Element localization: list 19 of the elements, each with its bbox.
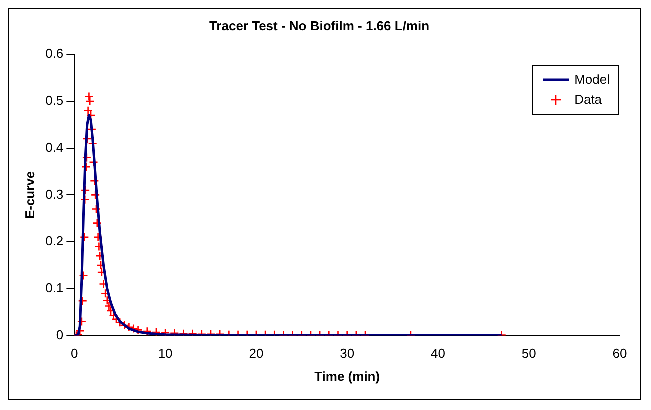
y-tick-label: 0.1 [46, 280, 64, 296]
y-tick-label: 0.5 [46, 93, 64, 108]
y-axis-title: E-curve [22, 171, 38, 220]
x-axis-title: Time (min) [314, 368, 380, 384]
y-tick-label: 0.2 [46, 234, 64, 249]
x-tick-label: 0 [71, 346, 78, 362]
x-tick-label: 10 [158, 346, 173, 362]
x-tick-label: 40 [430, 346, 446, 362]
x-tick-label: 30 [340, 346, 355, 362]
y-tick-label: 0.3 [46, 186, 64, 202]
x-tick-label: 20 [249, 346, 264, 362]
y-tick-label: 0 [56, 327, 64, 342]
legend-label: Model [574, 72, 610, 88]
y-tick-label: 0.6 [46, 46, 64, 62]
chart-title: Tracer Test - No Biofilm - 1.66 L/min [209, 18, 430, 34]
y-tick-label: 0.4 [46, 140, 64, 155]
x-tick-label: 50 [522, 346, 536, 362]
x-tick-label: 60 [612, 346, 628, 362]
legend-label: Data [574, 92, 602, 108]
